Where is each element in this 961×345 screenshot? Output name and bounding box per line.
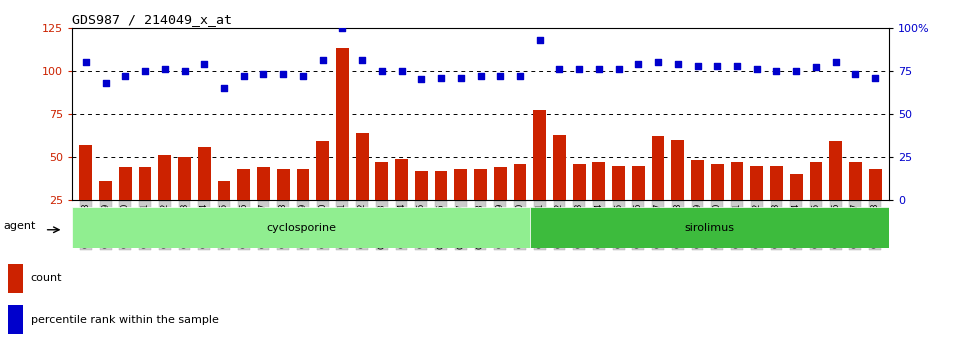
Bar xyxy=(829,141,842,243)
Point xyxy=(690,63,705,68)
Bar xyxy=(751,166,763,243)
Point xyxy=(572,66,587,72)
Bar xyxy=(849,162,862,243)
Point xyxy=(709,63,725,68)
Bar xyxy=(257,167,270,243)
Bar xyxy=(652,136,664,243)
Point xyxy=(611,66,627,72)
Point xyxy=(630,61,646,67)
Point xyxy=(789,68,804,73)
Bar xyxy=(99,181,112,243)
Text: sirolimus: sirolimus xyxy=(684,223,734,233)
Bar xyxy=(474,169,487,243)
Point xyxy=(334,25,350,30)
Bar xyxy=(138,167,152,243)
Bar xyxy=(395,159,408,243)
Text: count: count xyxy=(31,274,62,284)
Bar xyxy=(672,140,684,243)
Point xyxy=(394,68,409,73)
Bar xyxy=(730,162,744,243)
Point xyxy=(315,58,331,63)
Bar xyxy=(711,164,724,243)
Bar xyxy=(513,164,527,243)
Bar xyxy=(119,167,132,243)
Bar xyxy=(809,162,823,243)
Point xyxy=(512,73,528,79)
Bar xyxy=(770,166,783,243)
Bar xyxy=(593,162,605,243)
Bar xyxy=(336,48,349,243)
Point xyxy=(749,66,764,72)
Bar xyxy=(237,169,250,243)
Point xyxy=(137,68,153,73)
Bar xyxy=(376,162,388,243)
Point xyxy=(236,73,252,79)
Text: agent: agent xyxy=(4,221,36,230)
Bar xyxy=(8,264,23,293)
Point xyxy=(493,73,508,79)
Point xyxy=(413,77,429,82)
Point xyxy=(670,61,685,67)
Point xyxy=(651,59,666,65)
Point xyxy=(868,75,883,80)
Bar xyxy=(356,133,368,243)
Point xyxy=(828,59,844,65)
Point xyxy=(98,80,113,86)
Bar xyxy=(217,181,231,243)
Text: percentile rank within the sample: percentile rank within the sample xyxy=(31,315,218,325)
Point xyxy=(216,85,232,91)
Bar xyxy=(178,157,191,243)
Point xyxy=(276,71,291,77)
Point xyxy=(197,61,212,67)
Bar xyxy=(80,145,92,243)
Point xyxy=(177,68,192,73)
Point xyxy=(355,58,370,63)
Point xyxy=(157,66,172,72)
Bar xyxy=(573,164,585,243)
Bar xyxy=(277,169,289,243)
Bar xyxy=(434,171,448,243)
Bar xyxy=(869,169,881,243)
Text: GDS987 / 214049_x_at: GDS987 / 214049_x_at xyxy=(72,13,232,27)
Point xyxy=(256,71,271,77)
Bar xyxy=(198,147,210,243)
Bar xyxy=(530,207,889,248)
Bar xyxy=(632,166,645,243)
Bar xyxy=(316,141,329,243)
Point xyxy=(295,73,310,79)
Point xyxy=(591,66,606,72)
Bar xyxy=(455,169,467,243)
Bar xyxy=(612,166,625,243)
Bar xyxy=(494,167,506,243)
Point xyxy=(117,73,133,79)
Point xyxy=(532,37,548,42)
Bar xyxy=(415,171,428,243)
Point xyxy=(729,63,745,68)
Point xyxy=(453,75,468,80)
Bar xyxy=(72,207,530,248)
Point xyxy=(433,75,449,80)
Bar xyxy=(8,305,23,334)
Bar xyxy=(297,169,309,243)
Bar xyxy=(553,135,566,243)
Point xyxy=(808,65,824,70)
Bar xyxy=(159,155,171,243)
Point xyxy=(848,71,863,77)
Bar xyxy=(790,174,802,243)
Text: cyclosporine: cyclosporine xyxy=(266,223,336,233)
Bar xyxy=(691,160,704,243)
Point xyxy=(473,73,488,79)
Point xyxy=(552,66,567,72)
Point xyxy=(78,59,93,65)
Point xyxy=(769,68,784,73)
Bar xyxy=(533,110,546,243)
Point xyxy=(374,68,389,73)
